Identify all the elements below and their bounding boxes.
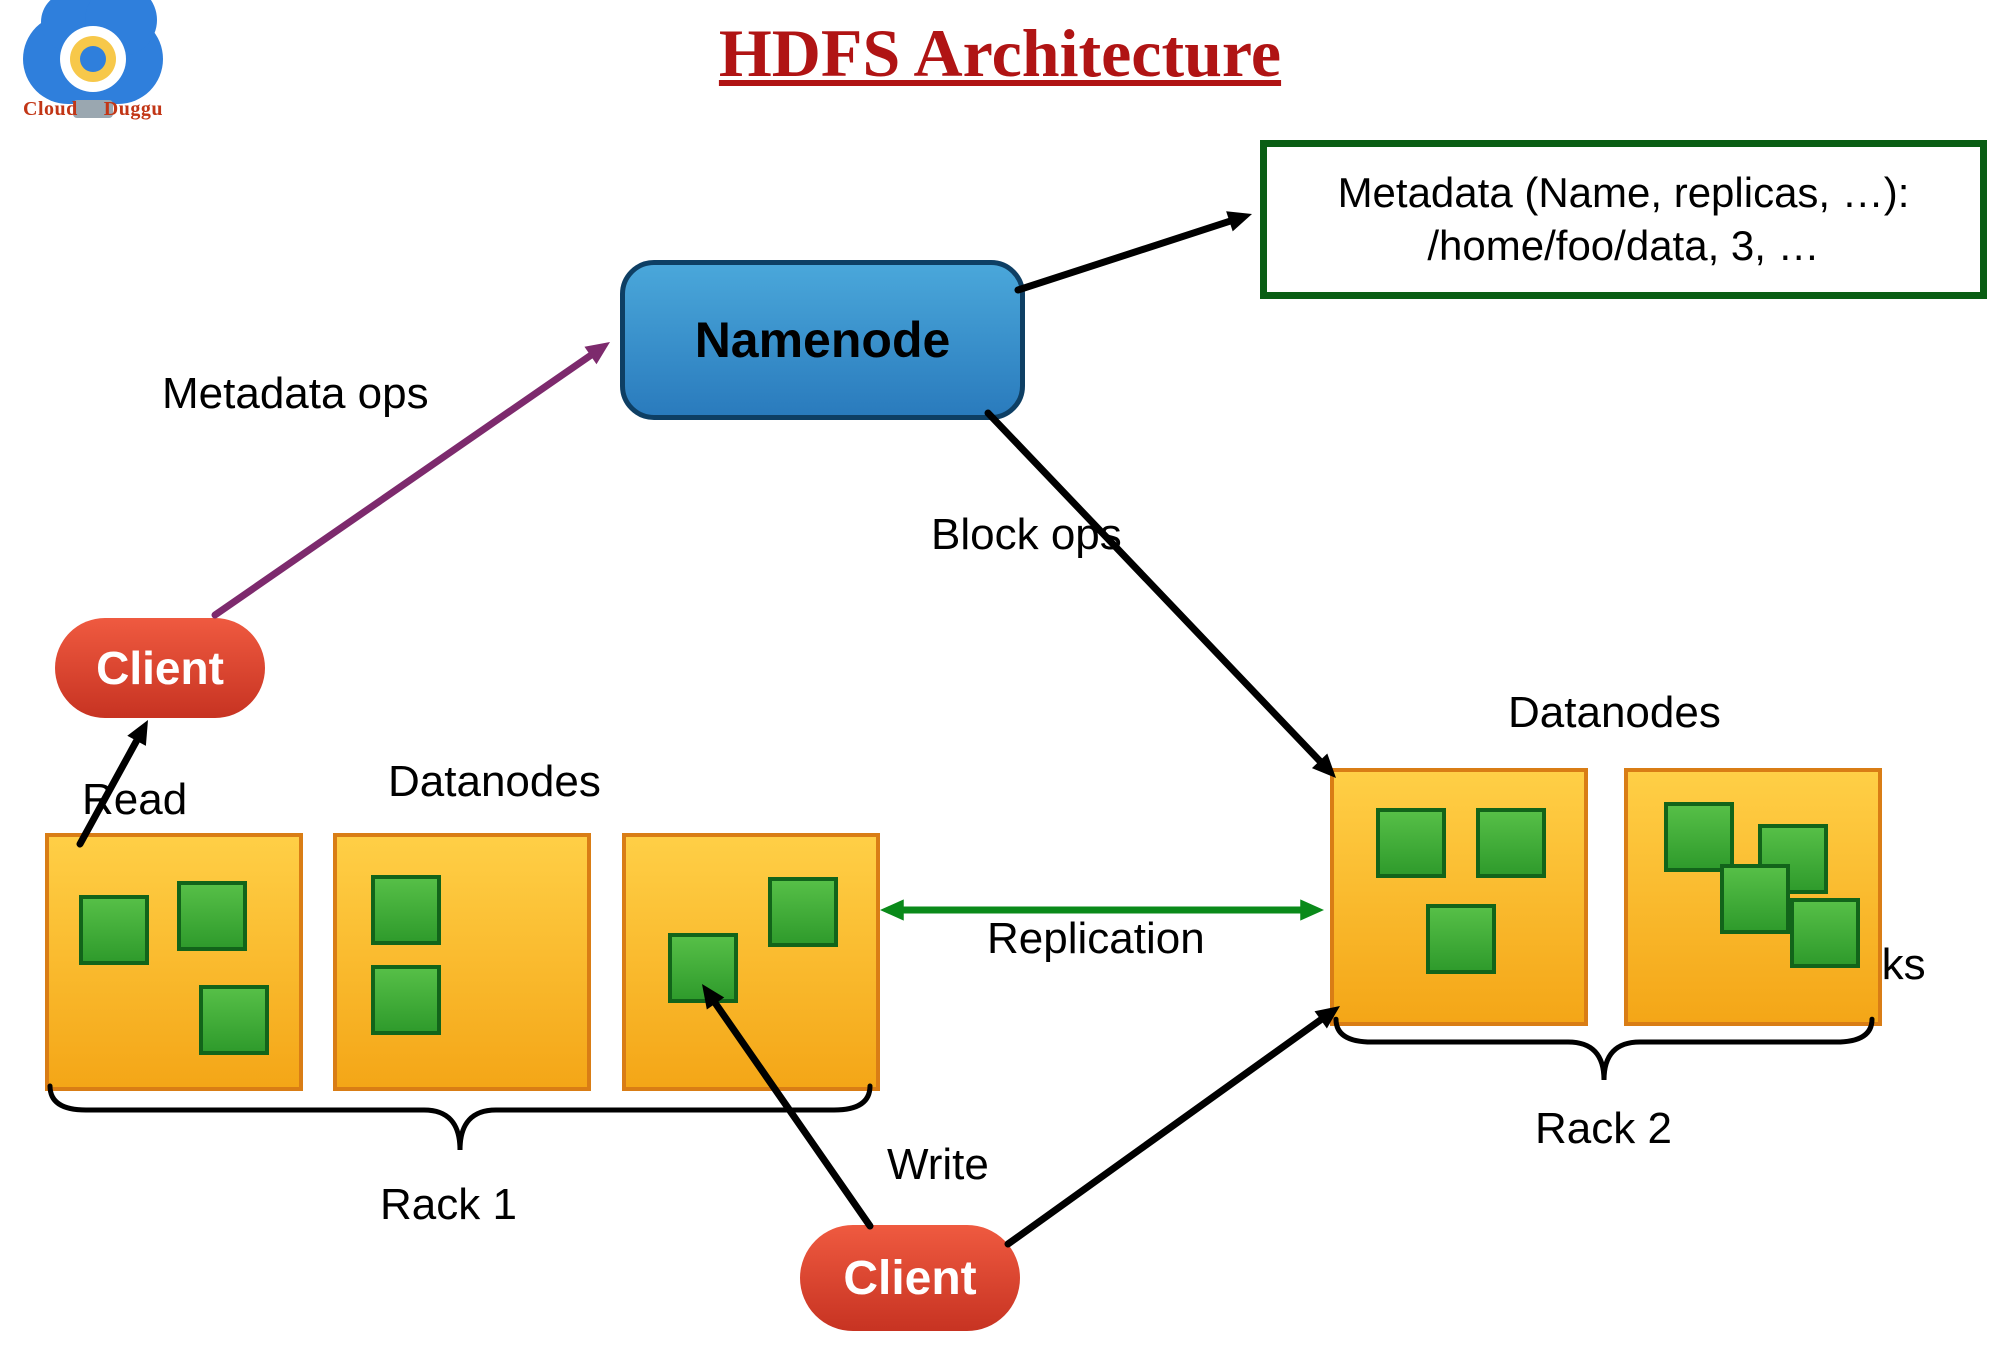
datanode-box — [622, 833, 880, 1091]
client-bottom-label: Client — [843, 1251, 976, 1306]
data-block — [1790, 898, 1860, 968]
data-block — [668, 933, 738, 1003]
datanode-box — [45, 833, 303, 1091]
datanode-box — [1330, 768, 1588, 1026]
label-block-ops: Block ops — [931, 510, 1122, 560]
arrow-namenode-to-metadata — [1018, 219, 1237, 290]
data-block — [371, 875, 441, 945]
label-replication: Replication — [987, 914, 1205, 964]
client-bottom: Client — [800, 1225, 1020, 1331]
label-datanodes-right: Datanodes — [1508, 688, 1721, 738]
namenode-box: Namenode — [620, 260, 1025, 420]
data-block — [1376, 808, 1446, 878]
data-block — [371, 965, 441, 1035]
curly-brace — [1336, 1019, 1872, 1080]
data-block — [79, 895, 149, 965]
data-block — [177, 881, 247, 951]
data-block — [1426, 904, 1496, 974]
client-left: Client — [55, 618, 265, 718]
diagram-title: HDFS Architecture — [0, 14, 2000, 93]
arrow-namenode-to-rack2 — [988, 413, 1325, 767]
data-block — [199, 985, 269, 1055]
client-left-label: Client — [96, 641, 224, 695]
datanode-box — [1624, 768, 1882, 1026]
label-rack2: Rack 2 — [1535, 1104, 1672, 1154]
namenode-label: Namenode — [695, 311, 951, 369]
metadata-line-2: /home/foo/data, 3, … — [1338, 220, 1910, 273]
label-write: Write — [887, 1140, 989, 1190]
metadata-box: Metadata (Name, replicas, …): /home/foo/… — [1260, 140, 1987, 299]
data-block — [1664, 802, 1734, 872]
label-read: Read — [82, 775, 187, 825]
diagram-stage: CloudDuggu HDFS Architecture Namenode Me… — [0, 0, 2000, 1370]
label-datanodes-left: Datanodes — [388, 757, 601, 807]
arrow-write-to-rack2 — [1008, 1015, 1327, 1244]
datanode-box — [333, 833, 591, 1091]
data-block — [1720, 864, 1790, 934]
metadata-line-1: Metadata (Name, replicas, …): — [1338, 167, 1910, 220]
data-block — [1476, 808, 1546, 878]
curly-brace — [50, 1086, 870, 1150]
brand-name: CloudDuggu — [18, 98, 168, 121]
data-block — [768, 877, 838, 947]
label-rack1: Rack 1 — [380, 1180, 517, 1230]
label-metadata-ops: Metadata ops — [162, 369, 429, 419]
